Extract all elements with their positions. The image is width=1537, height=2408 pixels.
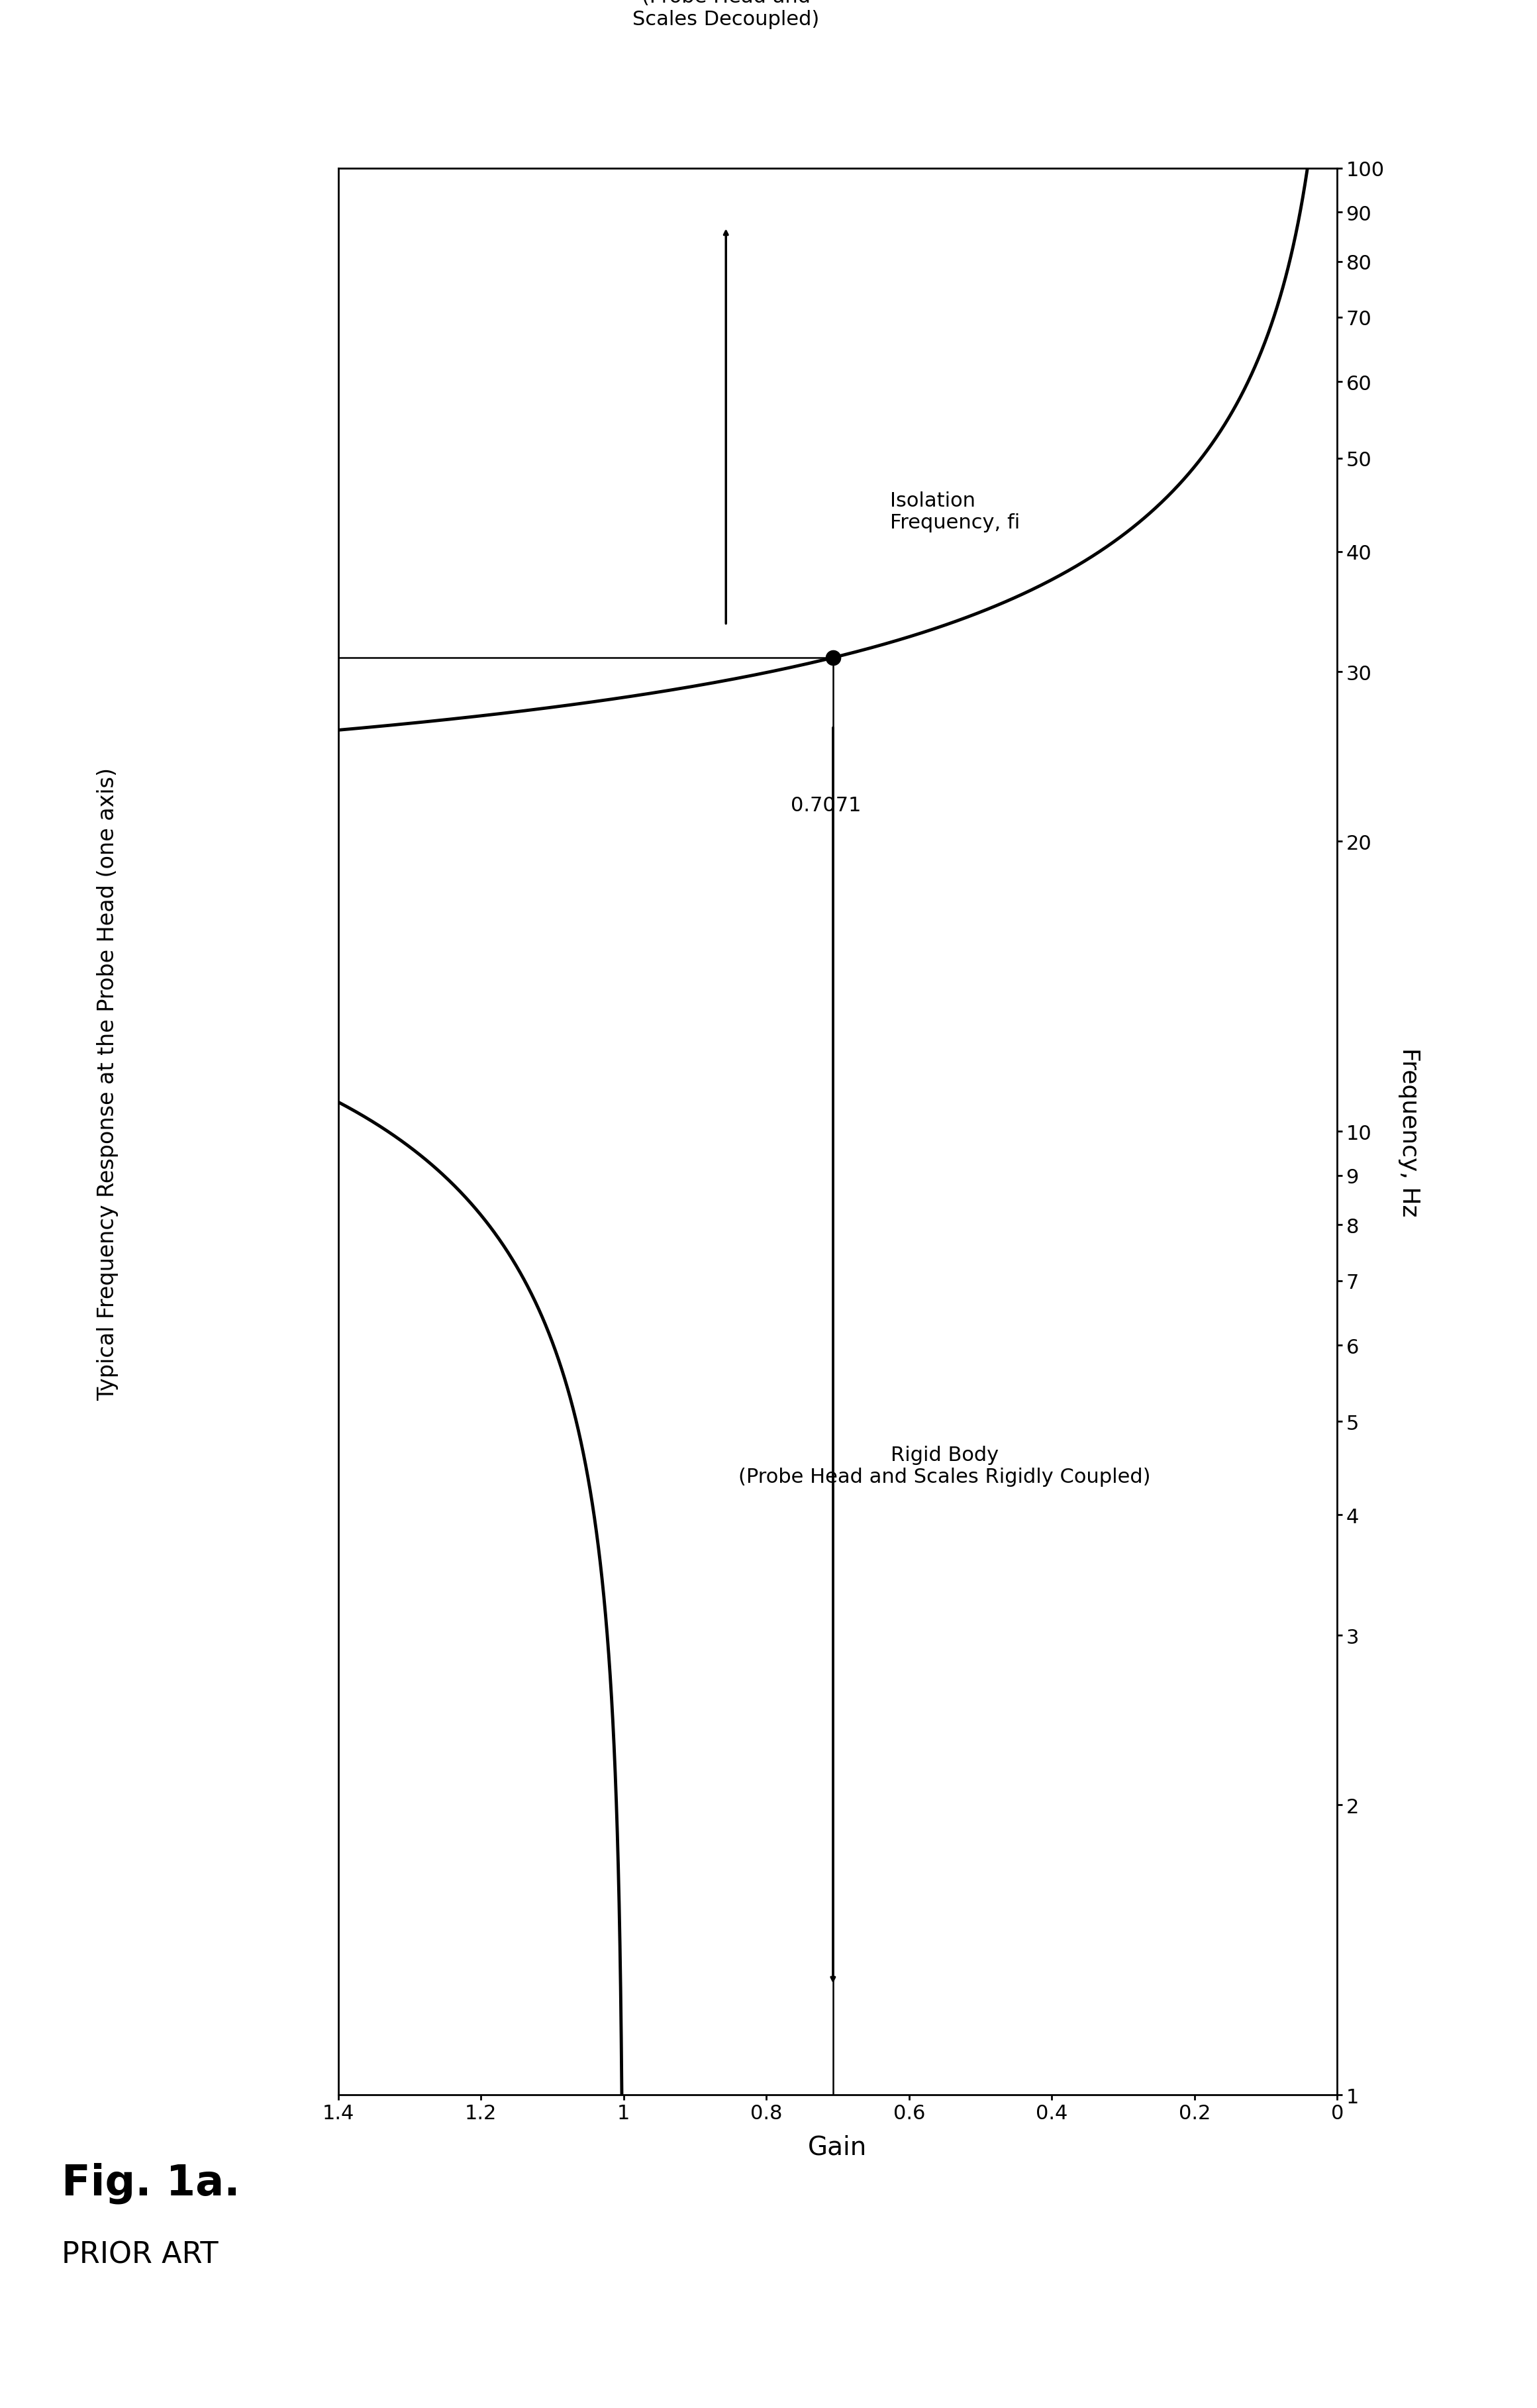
X-axis label: Gain: Gain	[808, 2133, 867, 2160]
Y-axis label: Frequency, Hz: Frequency, Hz	[1399, 1047, 1420, 1216]
Text: Isolation
Frequency, fi: Isolation Frequency, fi	[890, 491, 1021, 532]
Text: Flexible Body
(Probe Head and
Scales Decoupled): Flexible Body (Probe Head and Scales Dec…	[633, 0, 819, 29]
Text: Fig. 1a.: Fig. 1a.	[61, 2162, 240, 2203]
Text: Rigid Body
(Probe Head and Scales Rigidly Coupled): Rigid Body (Probe Head and Scales Rigidl…	[739, 1445, 1151, 1486]
Text: Typical Frequency Response at the Probe Head (one axis): Typical Frequency Response at the Probe …	[97, 768, 118, 1399]
Text: PRIOR ART: PRIOR ART	[61, 2239, 218, 2268]
Text: 0.7071: 0.7071	[792, 795, 862, 814]
